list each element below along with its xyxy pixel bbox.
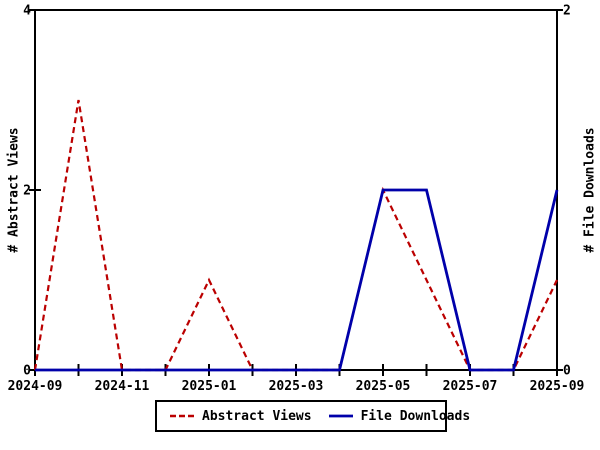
x-tick-label: 2025-09 [530,379,585,394]
abstract-views-line [33,99,558,372]
file-downloads-legend-sample [328,412,354,420]
x-tick-label: 2025-05 [356,379,411,394]
abstract-views-legend-label: Abstract Views [202,408,312,424]
right-axis-title: # File Downloads [582,127,598,253]
x-tick-label: 2024-09 [8,379,63,394]
y-tick-label-right: 2 [563,4,571,19]
x-tick-label: 2024-11 [95,379,150,394]
file-downloads-line [35,188,559,372]
y-tick-label-left: 2 [23,184,31,199]
file-downloads-legend-label: File Downloads [360,408,471,424]
y-tick-label-left: 0 [23,364,31,379]
dashed-line-icon [170,414,194,418]
abstract-views-legend-sample [169,412,195,420]
solid-line-icon [328,414,353,418]
x-tick-label: 2025-01 [182,379,237,394]
x-tick-label: 2025-07 [443,379,498,394]
left-axis-title: # Abstract Views [6,127,22,253]
y-tick-label-right: 0 [563,364,571,379]
legend-box: Abstract Views File Downloads [155,400,470,432]
x-tick-label: 2025-03 [269,379,324,394]
y-tick-label-left: 4 [23,4,31,19]
